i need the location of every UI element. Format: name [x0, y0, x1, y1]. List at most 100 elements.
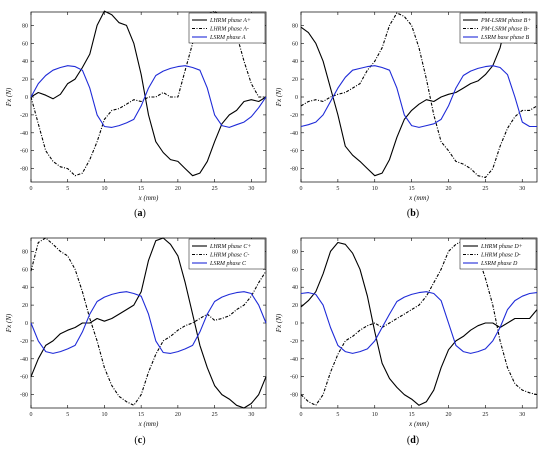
- y-tick-label: 20: [22, 77, 28, 83]
- y-tick-label: -40: [20, 357, 28, 363]
- x-tick-label: 30: [519, 412, 525, 418]
- panel-caption: (a): [134, 208, 146, 219]
- y-axis-label: Fx (N): [5, 87, 13, 107]
- legend: PM-LSRM phase B+ PM-LSRM phase B- LSRM bas…: [459, 12, 537, 44]
- x-tick-label: 20: [446, 412, 452, 418]
- legend: LHRM phase C+ LHRM phase C- LSRM phase C: [188, 238, 266, 270]
- y-tick-label: 40: [22, 59, 28, 65]
- legend-label: LHRM phase D-: [480, 253, 521, 259]
- y-tick-label: -20: [290, 339, 298, 345]
- y-tick-label: -40: [290, 357, 298, 363]
- chart-panel-c: 0 5 10 15 20 25 30 -80 -60 -40 -20 0 20 40 60 80 x (mm) F…: [5, 237, 267, 446]
- y-axis-label: Fx (N): [5, 313, 13, 333]
- series-line-3: [30, 291, 267, 354]
- y-tick-label: -80: [290, 167, 298, 173]
- legend-label: PM-LSRM phase B-: [480, 27, 529, 33]
- x-axis-label: x (mm): [408, 420, 429, 428]
- x-tick-label: 0: [300, 412, 303, 418]
- legend-label: LHRM phase D+: [480, 244, 523, 250]
- x-tick-label: 0: [30, 186, 33, 192]
- chart-panel-b: 0 5 10 15 20 25 30 -80 -60 -40 -20 0 20 40 60 80 x (mm) F…: [275, 11, 538, 219]
- y-tick-label: -60: [290, 375, 298, 381]
- y-tick-label: 20: [292, 303, 298, 309]
- y-tick-label: 60: [22, 267, 28, 273]
- x-tick-label: 10: [101, 412, 107, 418]
- legend-label: LSRM phase A: [209, 35, 246, 41]
- x-tick-label: 15: [409, 412, 415, 418]
- chart-panel-d: 0 5 10 15 20 25 30 -80 -60 -40 -20 0 20 40 60 80 x (mm) F…: [275, 237, 538, 446]
- legend-label: LSRM base phase B: [480, 35, 529, 41]
- x-tick-label: 25: [212, 186, 218, 192]
- series-line-3: [300, 291, 538, 354]
- y-tick-label: -20: [20, 339, 28, 345]
- x-tick-label: 30: [519, 186, 525, 192]
- y-tick-label: 60: [292, 267, 298, 273]
- y-tick-label: 40: [22, 285, 28, 291]
- y-tick-label: -80: [290, 393, 298, 399]
- legend-label: LHRM phase C-: [209, 253, 249, 259]
- legend: LHRM phase A+ LHRM phase A- LSRM phase A: [188, 12, 266, 44]
- y-tick-label: 80: [22, 23, 28, 29]
- y-tick-label: 0: [295, 321, 298, 327]
- x-tick-label: 5: [66, 186, 69, 192]
- y-tick-label: -80: [20, 167, 28, 173]
- y-tick-label: 80: [22, 249, 28, 255]
- x-tick-label: 25: [212, 412, 218, 418]
- legend-label: LSRM phase D: [480, 261, 518, 267]
- y-tick-label: 0: [295, 95, 298, 101]
- x-tick-label: 25: [482, 186, 488, 192]
- series-line-2: [30, 237, 267, 406]
- legend-label: PM-LSRM phase B+: [480, 18, 531, 24]
- y-axis-label: Fx (N): [275, 87, 283, 107]
- legend-label: LSRM phase C: [209, 261, 247, 267]
- x-tick-label: 10: [101, 186, 107, 192]
- series-line-3: [300, 65, 537, 128]
- y-tick-label: -20: [290, 113, 298, 119]
- x-axis-label: x (mm): [408, 194, 429, 202]
- x-tick-label: 10: [372, 412, 378, 418]
- x-tick-label: 20: [175, 412, 181, 418]
- x-tick-label: 0: [300, 186, 303, 192]
- x-tick-label: 0: [30, 412, 33, 418]
- x-tick-label: 15: [138, 186, 144, 192]
- x-tick-label: 5: [336, 186, 339, 192]
- y-tick-label: 60: [22, 41, 28, 47]
- x-tick-label: 20: [446, 186, 452, 192]
- y-tick-label: 0: [25, 321, 28, 327]
- legend-label: LHRM phase A-: [209, 27, 249, 33]
- series-line-1: [30, 10, 267, 177]
- series-line-1: [300, 241, 538, 406]
- x-tick-label: 20: [175, 186, 181, 192]
- y-tick-label: -80: [20, 393, 28, 399]
- y-tick-label: -60: [290, 149, 298, 155]
- x-tick-label: 30: [248, 412, 254, 418]
- x-tick-label: 15: [409, 186, 415, 192]
- y-tick-label: -20: [20, 113, 28, 119]
- x-tick-label: 15: [138, 412, 144, 418]
- y-tick-label: 40: [292, 285, 298, 291]
- series-line-2: [300, 12, 538, 179]
- panel-caption: (c): [134, 435, 145, 446]
- y-tick-label: 40: [292, 59, 298, 65]
- y-tick-label: 80: [292, 23, 298, 29]
- y-tick-label: -60: [20, 149, 28, 155]
- series-line-3: [30, 65, 267, 128]
- series-line-1: [30, 237, 267, 409]
- y-tick-label: 20: [22, 303, 28, 309]
- y-tick-label: -60: [20, 375, 28, 381]
- legend: LHRM phase D+ LHRM phase D- LSRM phase D: [459, 238, 537, 270]
- y-tick-label: 80: [292, 249, 298, 255]
- panel-caption: (b): [407, 208, 419, 219]
- y-axis-label: Fx (N): [275, 313, 283, 333]
- panel-caption: (d): [407, 435, 419, 446]
- series-line-2: [300, 240, 538, 406]
- x-tick-label: 5: [336, 412, 339, 418]
- x-tick-label: 5: [66, 412, 69, 418]
- y-tick-label: -40: [290, 131, 298, 137]
- x-axis-label: x (mm): [138, 194, 159, 202]
- legend-label: LHRM phase A+: [209, 18, 251, 24]
- x-axis-label: x (mm): [138, 420, 159, 428]
- y-tick-label: -40: [20, 131, 28, 137]
- x-tick-label: 10: [372, 186, 378, 192]
